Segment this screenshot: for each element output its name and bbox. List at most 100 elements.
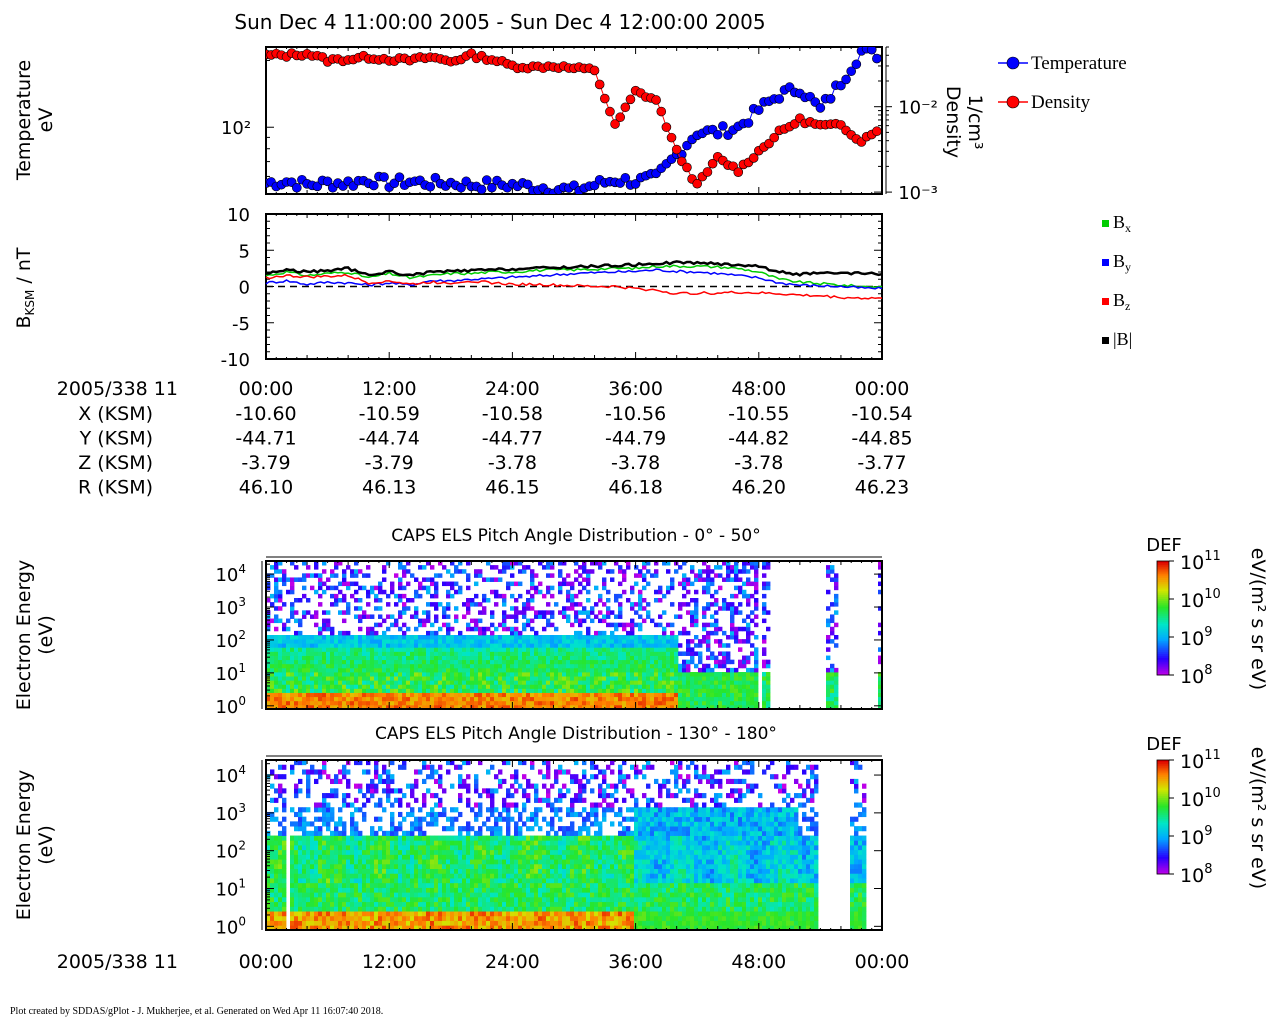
spectrogram-cell <box>270 659 275 665</box>
spectrogram-cell <box>714 598 719 603</box>
spectrogram-cell <box>718 696 723 702</box>
spectrogram-cell <box>466 700 471 706</box>
spectrogram-cell <box>306 915 311 921</box>
spectrogram-cell <box>298 655 303 661</box>
spectrogram-cell <box>358 892 363 898</box>
spectrogram-cell <box>878 589 883 595</box>
spectrogram-cell <box>514 635 519 640</box>
spectrogram-cell <box>626 639 631 644</box>
spectrogram-cell <box>834 692 839 698</box>
spectrogram-cell <box>426 630 431 636</box>
spectrogram-cell <box>350 845 355 851</box>
spectrogram-cell <box>450 659 455 665</box>
spectrogram-cell <box>402 920 407 926</box>
spectrogram-cell <box>510 688 515 693</box>
spectrogram-cell <box>310 680 315 685</box>
spectrogram-cell <box>358 863 363 870</box>
spectrogram-cell <box>378 643 383 648</box>
spectrogram-cell <box>430 577 435 582</box>
spectrogram-cell <box>402 696 407 702</box>
spectrogram-cell <box>410 676 415 681</box>
spectrogram-cell <box>454 643 459 648</box>
spectrogram-cell <box>638 593 643 599</box>
spectrogram-cell <box>598 647 603 652</box>
spectrogram-cell <box>422 651 427 656</box>
spectrogram-cell <box>534 610 539 615</box>
spectrogram-cell <box>546 700 551 706</box>
spectrogram-cell <box>502 598 507 603</box>
spectrogram-cell <box>338 906 343 912</box>
spectrogram-cell <box>334 561 339 566</box>
spectrogram-cell <box>614 659 619 665</box>
spectrogram-cell <box>526 647 531 652</box>
spectrogram-cell <box>410 696 415 702</box>
spectrogram-cell <box>426 643 431 648</box>
spectrogram-cell <box>326 610 331 615</box>
spectrogram-cell <box>446 643 451 648</box>
spectrogram-cell <box>318 911 323 917</box>
spectrogram-cell <box>642 639 647 644</box>
temperature-point <box>836 80 846 91</box>
colorbar-swatch <box>1157 625 1169 628</box>
spectrogram-cell <box>706 573 711 578</box>
spectrogram-cell <box>278 663 283 669</box>
spectrogram-cell <box>586 667 591 673</box>
spectrogram-cell <box>462 647 467 652</box>
magnetic-tick-label: 5 <box>239 241 250 262</box>
spectrogram-cell <box>554 663 559 669</box>
spectrogram-cell <box>342 901 347 907</box>
spectrogram-cell <box>454 635 459 640</box>
spectrogram-cell <box>354 835 359 841</box>
spectrogram-cell <box>270 593 275 599</box>
spectrogram-cell <box>658 589 663 595</box>
spectrogram-cell <box>602 676 607 681</box>
spectrogram-cell <box>594 659 599 665</box>
spectrogram-cell <box>510 659 515 665</box>
spectrogram-cell <box>406 676 411 681</box>
spectrogram-cell <box>306 676 311 681</box>
spectrogram-cell <box>290 925 295 931</box>
spectrogram-cell <box>438 602 443 607</box>
spectrogram-cell <box>618 602 623 607</box>
spectrogram-cell <box>554 692 559 698</box>
spectrogram-cell <box>702 704 707 710</box>
spectrogram-cell <box>446 589 451 595</box>
spectrogram-cell <box>730 614 735 619</box>
spectrogram-cell <box>326 849 331 855</box>
spectrogram-cell <box>606 680 611 685</box>
spectrogram-cell <box>398 704 403 710</box>
spectrogram-cell <box>710 696 715 702</box>
spectrogram-cell <box>398 863 403 870</box>
spectrogram-cell <box>442 680 447 685</box>
density-series <box>266 48 882 189</box>
spectrogram-cell <box>270 906 275 912</box>
spectrogram-cell <box>294 760 299 766</box>
spectrogram-cell <box>346 845 351 851</box>
spectrogram-cell <box>734 676 739 681</box>
spectrogram-cell <box>278 868 283 874</box>
spectrogram-cell <box>338 639 343 644</box>
spectrogram-cell <box>706 565 711 570</box>
spectrogram-cell <box>274 816 279 822</box>
spectrogram-cell <box>278 598 283 603</box>
spectrogram-cell <box>322 589 327 595</box>
spectrogram-cell <box>470 602 475 607</box>
spectrogram-cell <box>750 696 755 702</box>
spectrogram-cell <box>410 911 415 917</box>
spectrogram-cell <box>386 797 391 803</box>
spectrogram-cell <box>750 672 755 677</box>
spectrogram-cell <box>346 896 351 903</box>
spectrogram-cell <box>430 593 435 599</box>
spectrogram-cell <box>562 606 567 611</box>
spectrogram-cell <box>518 663 523 669</box>
spectrogram-cell <box>378 672 383 677</box>
spectrogram-cell <box>706 684 711 689</box>
spectrogram-cell <box>558 643 563 648</box>
spectrogram-cell <box>834 684 839 689</box>
spectrogram-cell <box>342 659 347 665</box>
spectrogram-cell <box>350 643 355 648</box>
spectrogram-cell <box>830 569 835 574</box>
spectrogram-cell <box>690 700 695 706</box>
spectrogram-cell <box>338 896 343 903</box>
spectrogram-cell <box>422 684 427 689</box>
